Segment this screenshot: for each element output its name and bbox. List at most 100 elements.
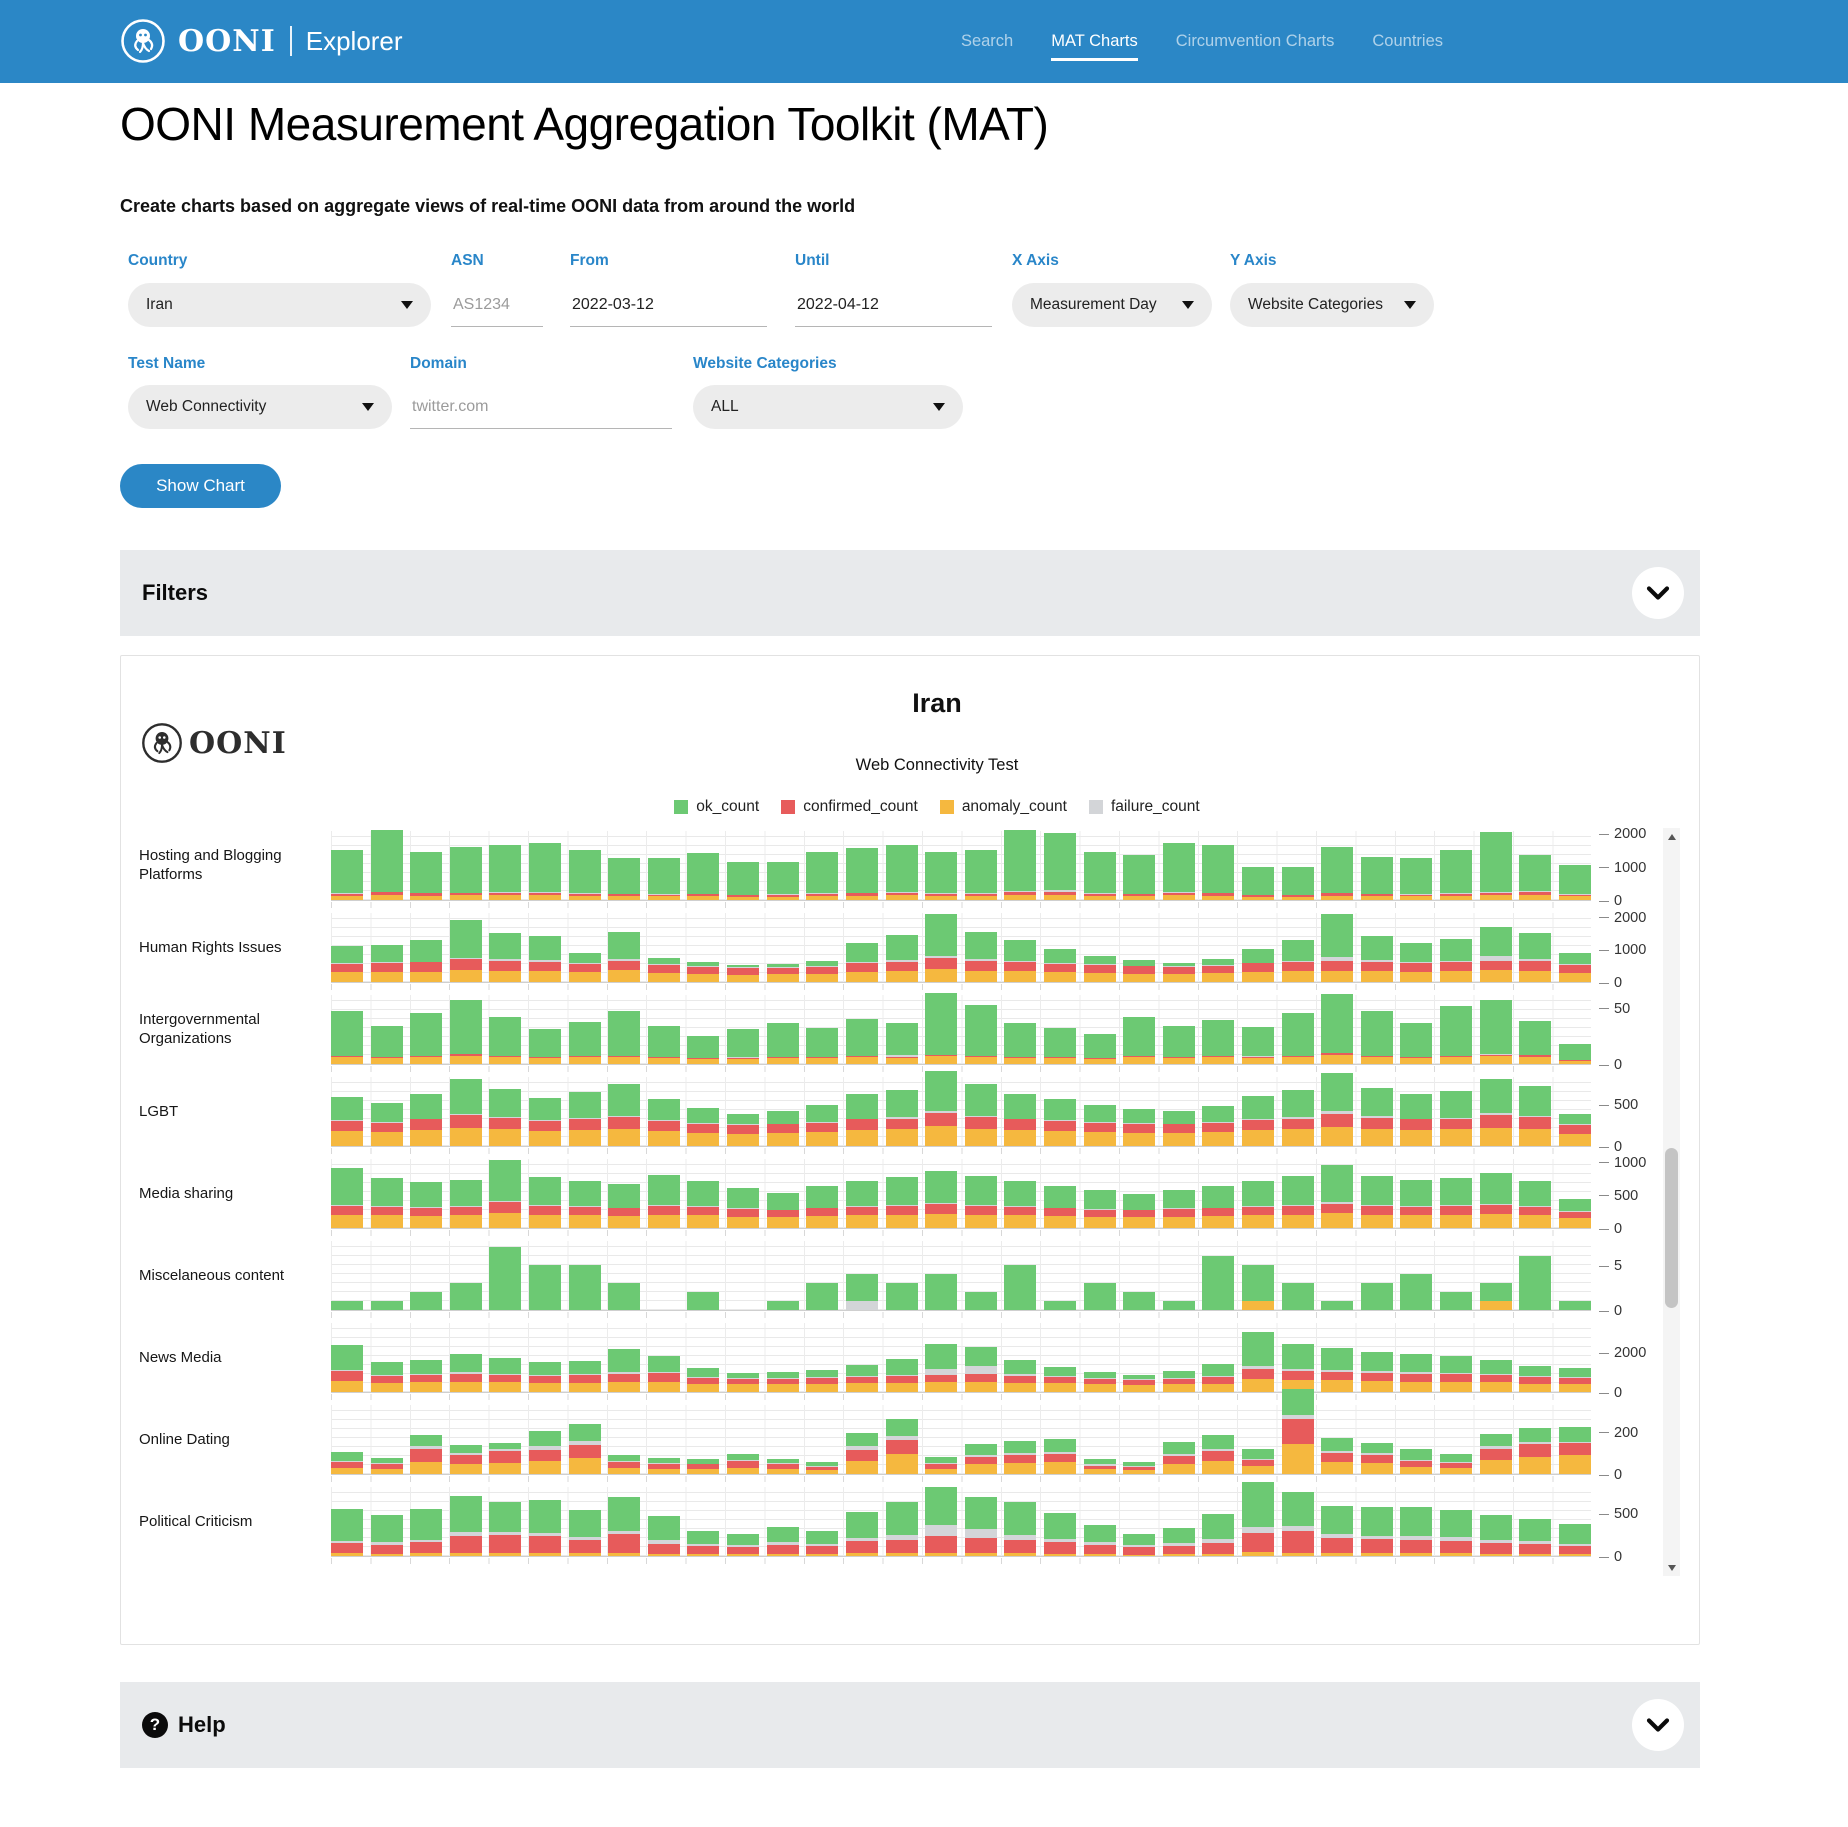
stacked-bar[interactable] <box>331 1451 363 1474</box>
stacked-bar[interactable] <box>568 1092 601 1146</box>
stacked-bar[interactable] <box>1360 1088 1393 1146</box>
stacked-bar[interactable] <box>449 1444 482 1474</box>
stacked-bar[interactable] <box>410 1013 443 1064</box>
domain-input[interactable]: twitter.com <box>410 385 672 429</box>
stacked-bar[interactable] <box>1043 1512 1076 1556</box>
stacked-bar[interactable] <box>1202 845 1235 900</box>
stacked-bar[interactable] <box>1360 1506 1393 1556</box>
stacked-bar[interactable] <box>489 933 522 982</box>
stacked-bar[interactable] <box>608 931 641 982</box>
stacked-bar[interactable] <box>1321 1505 1354 1556</box>
stacked-bar[interactable] <box>1558 1114 1591 1146</box>
stacked-bar[interactable] <box>489 1160 522 1228</box>
stacked-bar[interactable] <box>1519 1256 1552 1310</box>
stacked-bar[interactable] <box>925 1171 958 1228</box>
stacked-bar[interactable] <box>1281 1013 1314 1064</box>
stacked-bar[interactable] <box>370 1301 403 1310</box>
stacked-bar[interactable] <box>925 913 958 982</box>
stacked-bar[interactable] <box>1123 1193 1156 1228</box>
stacked-bar[interactable] <box>529 936 562 982</box>
stacked-bar[interactable] <box>1242 1096 1275 1146</box>
stacked-bar[interactable] <box>1162 1527 1195 1556</box>
stacked-bar[interactable] <box>925 1071 958 1146</box>
stacked-bar[interactable] <box>806 1105 839 1146</box>
stacked-bar[interactable] <box>647 1355 680 1392</box>
help-panel-header[interactable]: ? Help <box>120 1682 1700 1768</box>
stacked-bar[interactable] <box>1043 1185 1076 1228</box>
stacked-bar[interactable] <box>766 1459 799 1474</box>
stacked-bar[interactable] <box>568 1424 601 1474</box>
show-chart-button[interactable]: Show Chart <box>120 464 281 508</box>
stacked-bar[interactable] <box>1400 1274 1433 1310</box>
stacked-bar[interactable] <box>727 1114 760 1146</box>
stacked-bar[interactable] <box>1004 830 1037 900</box>
stacked-bar[interactable] <box>1083 1033 1116 1064</box>
stacked-bar[interactable] <box>845 1274 878 1310</box>
stacked-bar[interactable] <box>727 1373 760 1392</box>
stacked-bar[interactable] <box>568 1509 601 1556</box>
stacked-bar[interactable] <box>1004 1502 1037 1556</box>
stacked-bar[interactable] <box>1004 1023 1037 1064</box>
stacked-bar[interactable] <box>647 1099 680 1146</box>
stacked-bar[interactable] <box>806 1461 839 1474</box>
stacked-bar[interactable] <box>370 1025 403 1064</box>
stacked-bar[interactable] <box>1281 1089 1314 1146</box>
stacked-bar[interactable] <box>845 1180 878 1228</box>
stacked-bar[interactable] <box>449 999 482 1064</box>
stacked-bar[interactable] <box>964 1005 997 1064</box>
stacked-bar[interactable] <box>766 1023 799 1064</box>
stacked-bar[interactable] <box>687 1035 720 1064</box>
stacked-bar[interactable] <box>1083 1459 1116 1474</box>
stacked-bar[interactable] <box>1558 1426 1591 1474</box>
stacked-bar[interactable] <box>489 1502 522 1556</box>
stacked-bar[interactable] <box>1479 1283 1512 1310</box>
stacked-bar[interactable] <box>766 1111 799 1146</box>
stacked-bar[interactable] <box>766 1372 799 1392</box>
stacked-bar[interactable] <box>1281 1344 1314 1392</box>
stacked-bar[interactable] <box>1360 1010 1393 1064</box>
stacked-bar[interactable] <box>885 1283 918 1310</box>
stacked-bar[interactable] <box>727 861 760 900</box>
chart-vertical-scrollbar[interactable] <box>1663 828 1680 1576</box>
stacked-bar[interactable] <box>1321 994 1354 1064</box>
from-date-input[interactable]: 2022-03-12 <box>570 283 767 327</box>
stacked-bar[interactable] <box>529 1265 562 1310</box>
stacked-bar[interactable] <box>766 964 799 982</box>
stacked-bar[interactable] <box>449 920 482 982</box>
stacked-bar[interactable] <box>925 1274 958 1310</box>
stacked-bar[interactable] <box>1004 1359 1037 1392</box>
stacked-bar[interactable] <box>964 931 997 982</box>
stacked-bar[interactable] <box>1440 1509 1473 1556</box>
until-date-input[interactable]: 2022-04-12 <box>795 283 992 327</box>
stacked-bar[interactable] <box>1558 952 1591 982</box>
stacked-bar[interactable] <box>925 1343 958 1392</box>
stacked-bar[interactable] <box>1083 1525 1116 1556</box>
stacked-bar[interactable] <box>568 952 601 982</box>
stacked-bar[interactable] <box>1162 1189 1195 1228</box>
test-name-select[interactable]: Web Connectivity <box>128 385 392 429</box>
stacked-bar[interactable] <box>885 1358 918 1392</box>
stacked-bar[interactable] <box>1162 1111 1195 1146</box>
nav-item-countries[interactable]: Countries <box>1372 32 1443 50</box>
stacked-bar[interactable] <box>1400 942 1433 982</box>
stacked-bar[interactable] <box>1242 1449 1275 1474</box>
stacked-bar[interactable] <box>1162 843 1195 900</box>
stacked-bar[interactable] <box>1043 1027 1076 1064</box>
stacked-bar[interactable] <box>449 1283 482 1310</box>
stacked-bar[interactable] <box>449 1078 482 1146</box>
stacked-bar[interactable] <box>806 1027 839 1064</box>
stacked-bar[interactable] <box>1242 1265 1275 1310</box>
stacked-bar[interactable] <box>1479 1079 1512 1146</box>
stacked-bar[interactable] <box>1162 1441 1195 1474</box>
stacked-bar[interactable] <box>1440 850 1473 900</box>
stacked-bar[interactable] <box>1123 1108 1156 1146</box>
stacked-bar[interactable] <box>449 846 482 900</box>
stacked-bar[interactable] <box>529 1097 562 1146</box>
stacked-bar[interactable] <box>1242 866 1275 900</box>
stacked-bar[interactable] <box>647 858 680 900</box>
stacked-bar[interactable] <box>806 1370 839 1392</box>
nav-item-circumvention-charts[interactable]: Circumvention Charts <box>1175 32 1335 50</box>
stacked-bar[interactable] <box>845 848 878 900</box>
stacked-bar[interactable] <box>1242 1180 1275 1228</box>
stacked-bar[interactable] <box>1202 1019 1235 1064</box>
